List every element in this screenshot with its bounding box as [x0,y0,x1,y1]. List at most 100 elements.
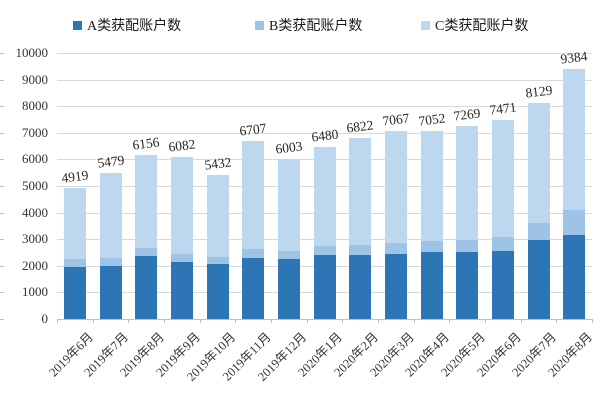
bar-segment-c [527,102,550,223]
bar-segment-b [313,245,336,256]
x-axis-tick [449,319,451,323]
y-axis-tick [0,186,4,187]
bar-segment-a [349,254,372,319]
bar-total-label: 9384 [559,48,589,67]
bar-segment-c [349,137,372,246]
legend-swatch-icon [421,20,430,30]
bar-segment-a [563,235,586,319]
x-axis-tick [556,319,558,323]
y-axis-label: 4000 [22,204,48,220]
bar-segment-a [491,251,514,319]
x-axis-tick [306,319,308,323]
bar-segment-a [63,267,86,319]
y-axis-tick [0,132,4,134]
bar-total-label: 8129 [524,82,553,101]
bar-segment-c [420,131,443,242]
bar-segment-b [242,249,265,258]
bar-segment-c [242,140,265,250]
y-axis-tick [0,239,4,241]
bar-segment-a [242,257,265,319]
x-axis-tick [271,319,272,323]
bar-segment-c [456,125,479,240]
bar-segment-b [384,242,407,254]
x-axis-tick [378,319,379,323]
legend-item-label: A类获配账户数 [87,19,182,34]
y-axis-label: 9000 [22,71,48,87]
y-axis-label: 2000 [22,257,48,273]
x-axis-tick [342,319,344,323]
x-axis-tick [235,319,237,323]
bar-segment-a [527,239,550,319]
legend-item-b: B类获配账户数 [255,14,362,36]
bar-total-label: 6707 [238,120,268,139]
gridline [57,79,592,81]
y-axis-label: 1000 [22,284,48,300]
bar-segment-c [135,155,158,248]
legend-item-label: B类获配账户数 [269,19,363,34]
bar-segment-a [99,265,122,319]
gridline [57,132,592,134]
bar-total-label: 5479 [96,152,125,171]
y-axis-tick [0,159,4,161]
y-axis-tick [0,212,4,214]
legend-item-c: C类获配账户数 [421,14,528,36]
bar-segment-c [99,173,122,259]
bar-segment-c [206,174,229,257]
bar-segment-b [563,209,586,236]
bar-segment-a [456,251,479,319]
bar-segment-b [527,222,550,240]
bar-segment-c [63,188,86,260]
y-axis-tick [0,106,4,108]
bar-segment-b [277,250,300,260]
bar-segment-b [491,236,514,252]
bar-segment-c [277,159,300,251]
bar-segment-b [135,247,158,256]
x-axis-tick [592,319,593,323]
y-axis-label: 5000 [22,178,48,193]
legend-swatch-icon [73,20,82,30]
legend-swatch-icon [255,20,264,30]
bar-segment-a [384,253,407,319]
legend-item-label: C类获配账户数 [435,19,529,34]
bar-segment-c [491,120,514,237]
gridline [57,106,592,108]
y-axis-label: 7000 [22,124,48,140]
bar-segment-b [170,254,193,262]
y-axis-tick [0,53,4,54]
chart-legend: A类获配账户数 B类获配账户数 C类获配账户数 [0,14,600,36]
bar-segment-a [277,259,300,319]
x-axis-tick [413,319,415,323]
y-axis-label: 6000 [22,151,48,167]
bar-segment-c [170,157,193,255]
bar-segment-a [135,255,158,319]
bar-segment-b [349,245,372,255]
bar-segment-b [206,256,229,264]
y-axis-tick [0,79,4,81]
bar-segment-a [313,255,336,319]
x-axis-tick [485,319,486,323]
x-axis-tick [92,319,94,323]
y-axis-tick [0,319,4,320]
y-axis-label: 3000 [22,231,48,247]
x-axis-tick [164,319,165,323]
bar-segment-c [563,69,586,210]
legend-item-a: A类获配账户数 [73,14,181,36]
bar-total-label: 5432 [203,153,232,173]
y-axis-label: 0 [41,311,49,326]
bar-segment-c [384,131,407,243]
y-axis-label: 8000 [22,98,48,114]
bar-segment-c [313,146,336,246]
bar-segment-a [420,251,443,319]
x-axis-tick [199,319,201,323]
y-axis-tick [0,292,4,294]
y-axis-label: 10000 [15,45,49,60]
x-axis-tick [128,319,130,323]
x-axis-line [57,319,592,320]
x-axis-tick [520,319,522,323]
bar-segment-a [206,263,229,319]
x-axis-tick [57,319,58,323]
bar-segment-b [99,258,122,266]
bar-segment-b [63,259,86,268]
bar-segment-b [420,241,443,252]
